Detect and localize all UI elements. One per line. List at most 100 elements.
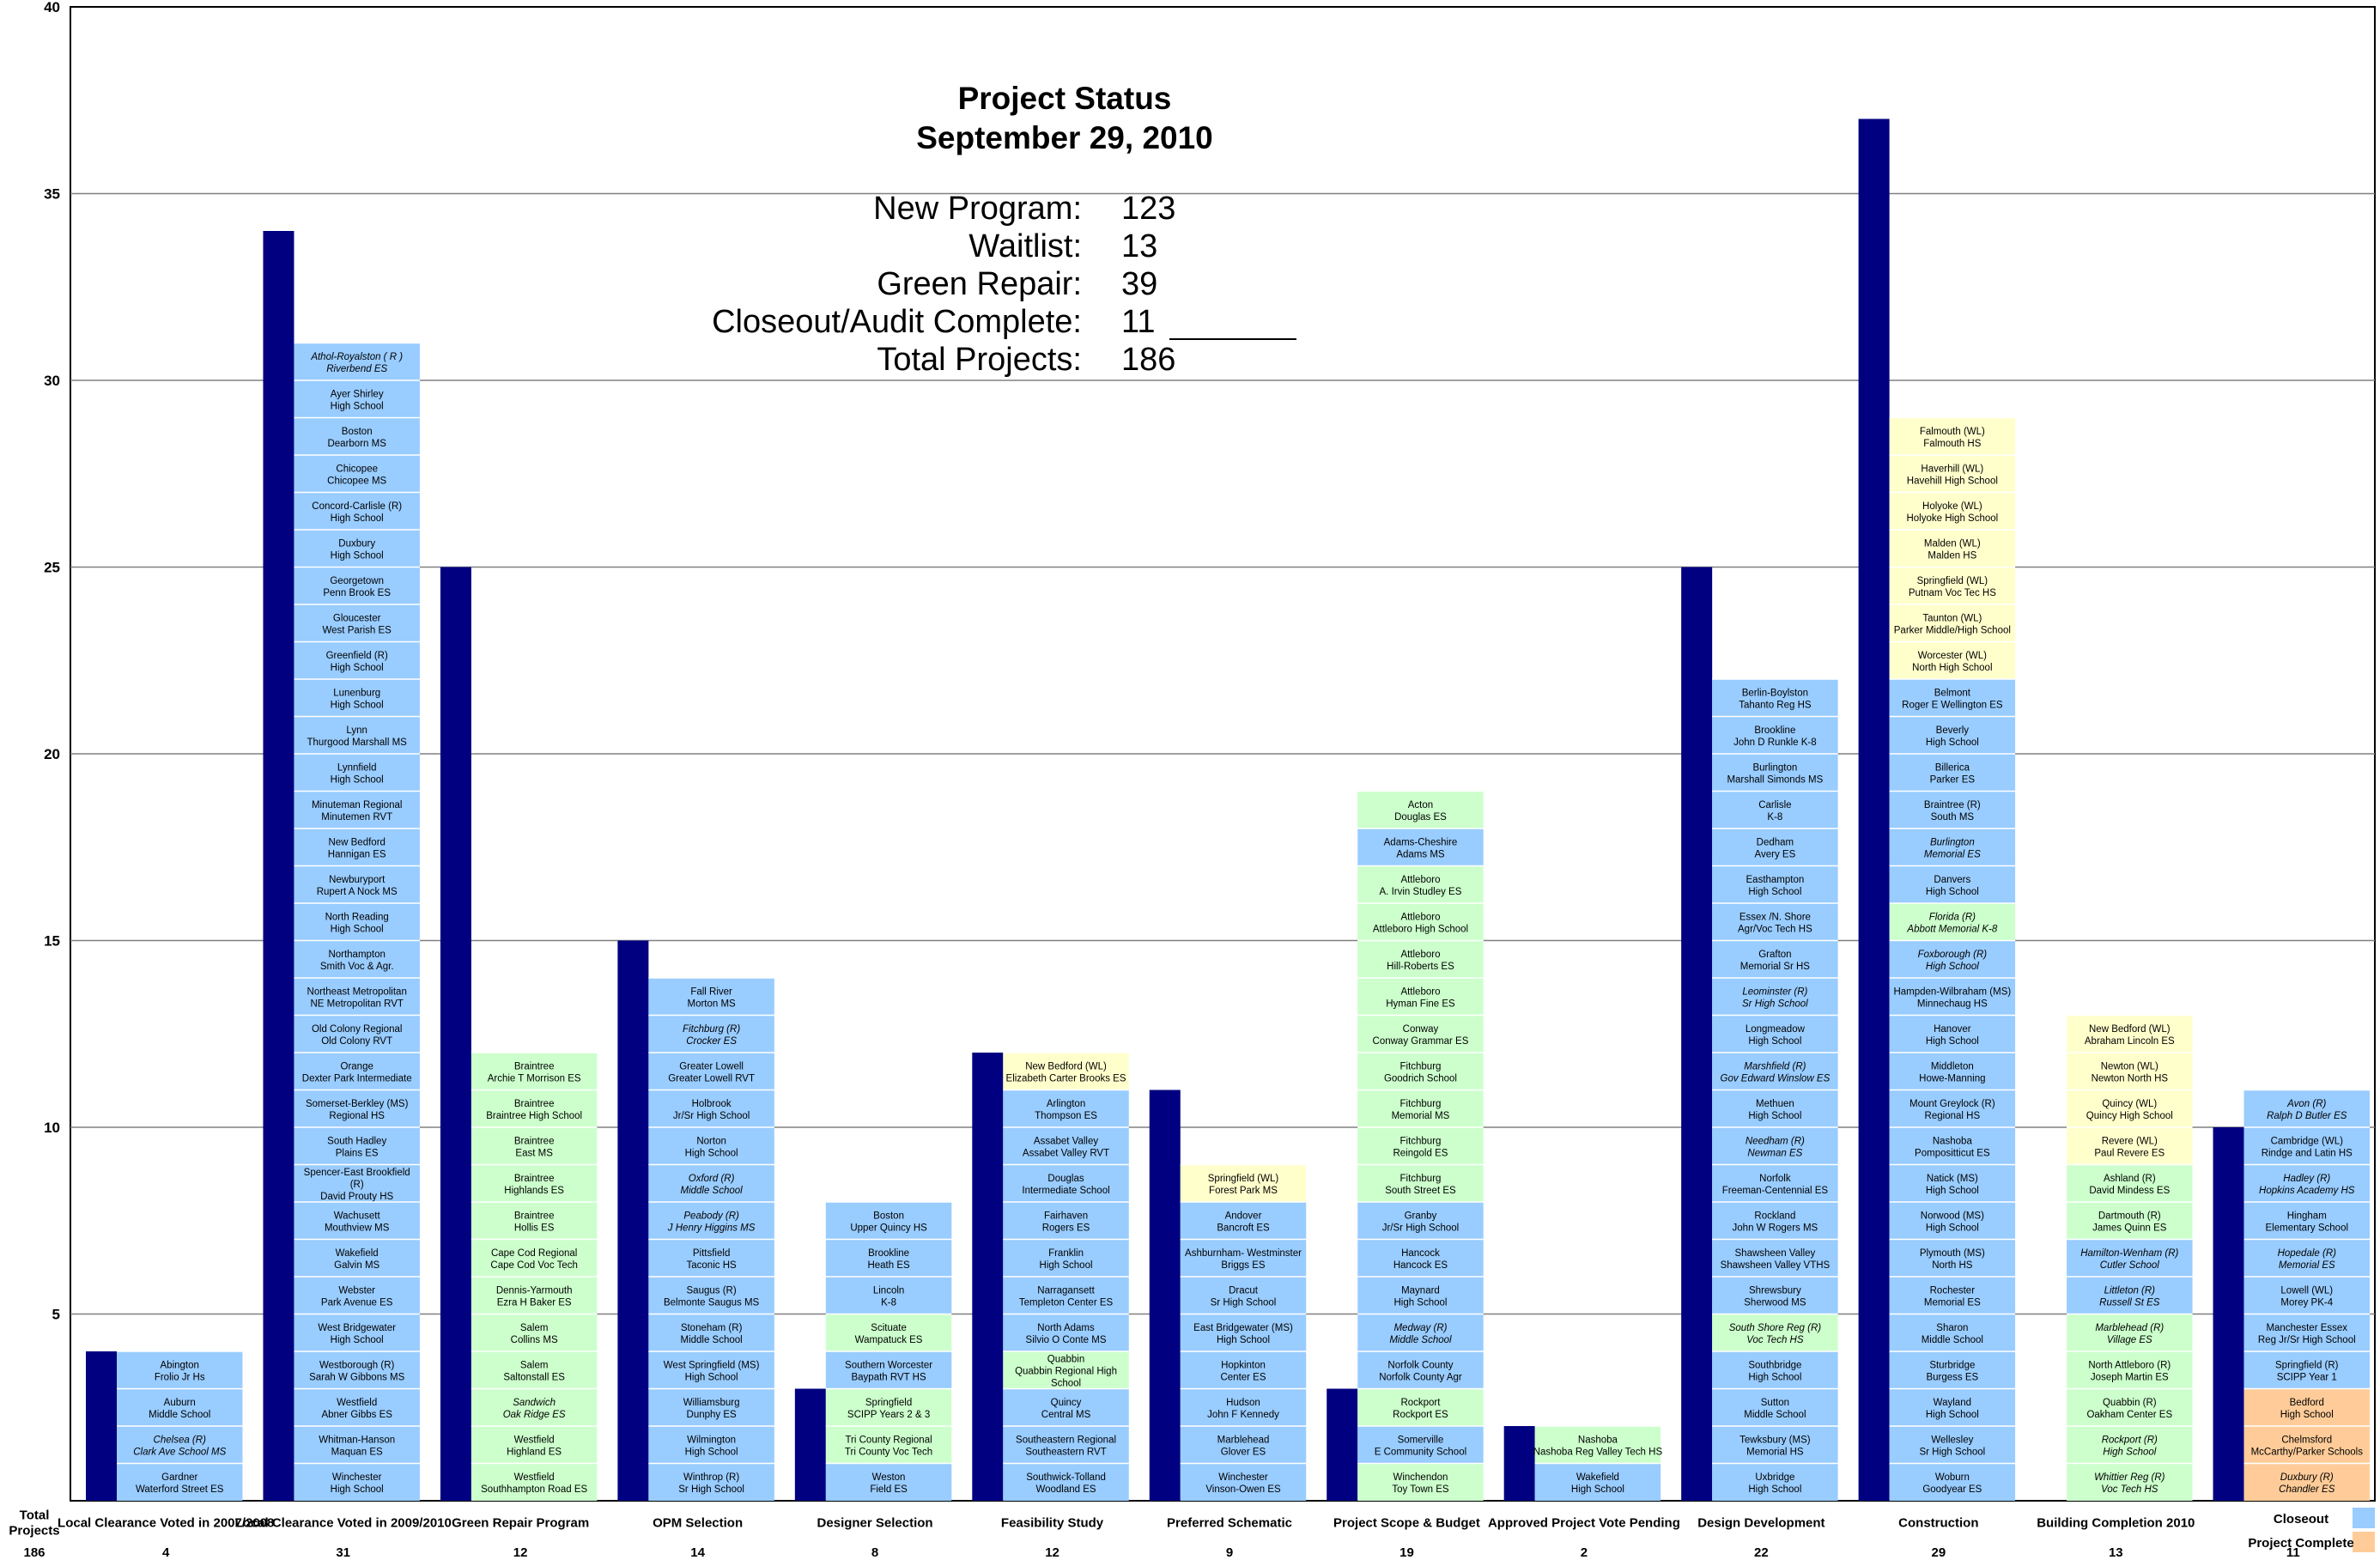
project-label: Greenfield (R) High School [326,651,388,673]
project-cell [294,865,420,903]
project-label: Braintree Archie T Morrison ES [488,1062,581,1084]
project-label: Auburn Middle School [149,1398,210,1420]
total-bar [617,940,649,1501]
project-cell [648,978,774,1016]
project-cell [648,1314,774,1351]
total-bar [2213,1127,2244,1501]
project-cell [648,1015,774,1053]
category-label: Approved Project Vote Pending [1488,1515,1680,1530]
project-cell [471,1053,598,1090]
project-cell [1889,1277,2016,1314]
project-label: Bedford High School [2280,1398,2334,1420]
project-cell [2243,1388,2370,1426]
project-label: Longmeadow High School [1746,1024,1806,1047]
project-cell [1357,1314,1484,1351]
project-cell [1003,1277,1129,1314]
project-label: Worcester (WL) North High School [1912,651,1992,673]
project-cell [294,1463,420,1501]
project-cell [1180,1351,1307,1389]
project-cell [1712,1239,1838,1277]
project-label: Tri County Regional Tri County Voc Tech [845,1436,932,1458]
project-cell [294,604,420,642]
project-cell [1357,1351,1484,1389]
project-cell [1712,978,1838,1016]
project-label: Gardner Waterford Street ES [136,1472,224,1495]
project-cell [825,1202,952,1240]
project-label: Winthrop (R) Sr High School [678,1472,744,1495]
project-label: Springfield (R) SCIPP Year 1 [2275,1361,2339,1383]
project-cell [1712,903,1838,941]
project-label: Shawsheen Valley Shawsheen Valley VTHS [1721,1248,1831,1271]
y-tick-label: 40 [44,0,60,15]
project-label: Avon (R) Ralph D Butler ES [2267,1099,2347,1121]
summary-value: 13 [1121,228,1158,264]
project-label: Brookline Heath ES [867,1248,910,1271]
project-cell [294,829,420,866]
total-projects-label: Total Projects [9,1508,59,1538]
category-label: Local Clearance Voted in 2007/2008 [58,1515,274,1530]
project-label: Rochester Memorial ES [1924,1286,1981,1308]
project-label: Holbrook Jr/Sr High School [673,1099,750,1121]
project-cell [648,1127,774,1165]
project-label: Minuteman Regional Minutemen RVT [312,800,402,822]
project-label: Winchester High School [331,1472,384,1495]
project-label: Berlin-Boylston Tahanto Reg HS [1739,689,1812,711]
legend-swatch [2353,1508,2375,1528]
project-label: Salem Saltonstall ES [503,1361,565,1383]
summary-row-green-repair: Green Repair: 39 [773,266,1374,304]
project-cell [2067,1202,2193,1240]
project-cell [1889,1202,2016,1240]
project-cell [825,1314,952,1351]
project-label: Williamsburg Dunphy ES [683,1398,740,1420]
project-cell [1357,1239,1484,1277]
project-cell [1712,1388,1838,1426]
project-label: Conway Conway Grammar ES [1373,1024,1469,1047]
project-label: Westfield Southhampton Road ES [481,1472,587,1495]
summary-value: 39 [1121,266,1158,302]
project-cell [1357,1053,1484,1090]
project-cell [117,1388,243,1426]
project-label: Southern Worcester Baypath RVT HS [845,1361,932,1383]
category-label: Local Clearance Voted in 2009/2010 [235,1515,452,1530]
project-cell [1003,1463,1129,1501]
project-cell [1712,754,1838,792]
project-label: Carlisle K-8 [1758,800,1791,822]
project-label: Hopedale (R) Memorial ES [2278,1248,2337,1271]
project-cell [1357,1015,1484,1053]
project-cell [648,1053,774,1090]
project-label: Salem Collins MS [511,1323,558,1345]
project-label: Hopkinton Center ES [1220,1361,1266,1383]
project-label: West Springfield (MS) High School [664,1361,760,1383]
project-cell [1889,679,2016,717]
project-cell [294,567,420,604]
project-label: Wachusett Mouthview MS [325,1211,390,1234]
project-label: Manchester Essex Reg Jr/Sr High School [2258,1323,2356,1345]
project-cell [1889,1463,2016,1501]
project-cell [294,1053,420,1090]
project-cell [1889,1314,2016,1351]
project-label: Braintree (R) South MS [1924,800,1981,822]
project-cell [825,1463,952,1501]
y-tick-label: 10 [44,1120,60,1136]
project-label: Somerset-Berkley (MS) Regional HS [306,1099,409,1121]
project-cell [471,1351,598,1389]
project-cell [1180,1164,1307,1202]
project-label: Marblehead (R) Village ES [2095,1323,2164,1345]
project-label: Essex /N. Shore Agr/Voc Tech HS [1738,913,1812,935]
project-cell [471,1090,598,1127]
project-label: Dedham Avery ES [1755,838,1796,860]
project-label: New Bedford (WL) Elizabeth Carter Brooks … [1006,1062,1126,1084]
project-label: West Bridgewater High School [318,1323,396,1345]
category-count-label: 8 [871,1545,878,1560]
category-count-label: 9 [1226,1545,1233,1560]
summary-value: 123 [1121,191,1176,227]
project-cell [1357,903,1484,941]
project-label: Lunenburg High School [331,689,384,711]
project-cell [1003,1239,1129,1277]
project-cell [471,1164,598,1202]
project-cell [1180,1388,1307,1426]
project-label: Newburyport Rupert A Nock MS [317,875,398,897]
project-label: New Bedford (WL) Abraham Lincoln ES [2085,1024,2175,1047]
category-label: Feasibility Study [1001,1515,1104,1530]
